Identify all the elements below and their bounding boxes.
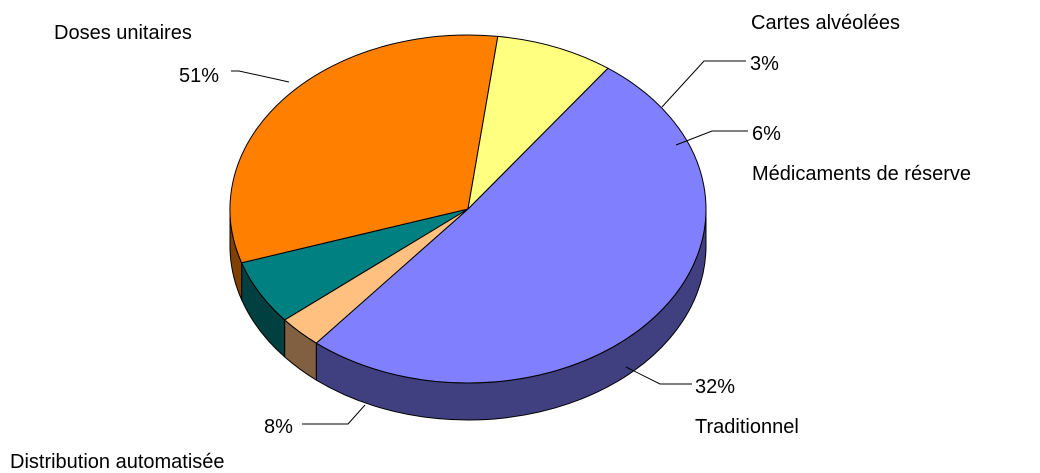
slice-value-traditionnel: 32% <box>695 376 735 398</box>
leader-line-cartes-alveolees <box>661 60 746 108</box>
slice-label-distribution-automatisee: Distribution automatisée <box>10 451 225 473</box>
leader-lines <box>231 60 748 425</box>
slice-distribution-automatisee <box>467 35 609 210</box>
slice-doses-unitaires <box>315 67 707 384</box>
slice-value-doses-unitaires: 51% <box>179 65 219 87</box>
leader-line-distribution-automatisee <box>302 404 366 425</box>
slice-value-cartes-alveolees: 3% <box>750 53 779 75</box>
slice-value-distribution-automatisee: 8% <box>264 416 293 438</box>
slice-value-medicaments-de-reserve: 6% <box>752 123 781 145</box>
leader-line-medicaments-de-reserve <box>675 130 748 146</box>
slice-traditionnel <box>229 34 499 264</box>
slice-label-traditionnel: Traditionnel <box>695 416 799 438</box>
slice-label-cartes-alveolees: Cartes alvéolées <box>751 12 900 34</box>
leader-line-doses-unitaires <box>231 70 290 83</box>
slice-label-doses-unitaires: Doses unitaires <box>54 22 192 44</box>
pie-sides <box>229 208 707 421</box>
pie-slices <box>229 34 707 384</box>
slice-label-medicaments-de-reserve: Médicaments de réserve <box>752 163 971 185</box>
leader-line-traditionnel <box>625 366 692 385</box>
